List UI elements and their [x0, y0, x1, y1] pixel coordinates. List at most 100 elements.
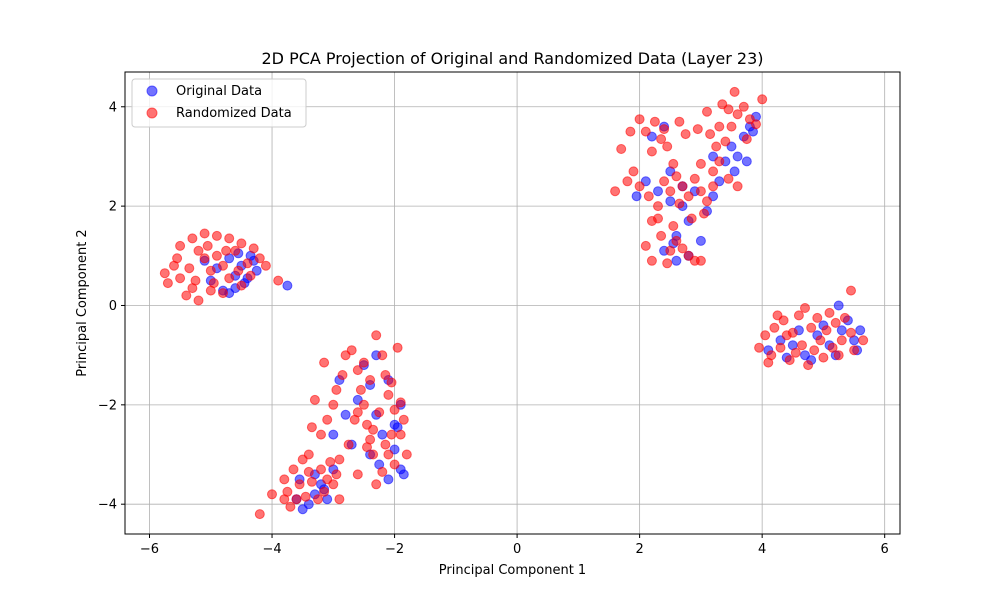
legend-box [131, 78, 307, 128]
data-point [273, 275, 284, 286]
data-point [187, 233, 198, 244]
data-point [695, 235, 706, 246]
data-point [358, 357, 369, 368]
data-point [763, 357, 774, 368]
data-point [254, 509, 265, 520]
data-point [211, 230, 222, 241]
data-point [754, 342, 765, 353]
data-point [671, 255, 682, 266]
x-tick-label: 6 [881, 542, 889, 557]
data-point [279, 474, 290, 485]
legend-label-original: Original Data [176, 84, 262, 99]
data-point [306, 476, 317, 487]
data-point [300, 491, 311, 502]
data-point [830, 317, 841, 328]
data-point [303, 466, 314, 477]
data-point [858, 335, 869, 346]
data-point [233, 265, 244, 276]
x-tick-label: −6 [140, 542, 159, 557]
y-tick-label: −4 [98, 498, 117, 513]
data-point [389, 459, 400, 470]
data-point [640, 126, 651, 137]
data-point [800, 303, 810, 313]
legend-label-randomized: Randomized Data [176, 106, 292, 121]
data-point [732, 109, 743, 120]
data-point [662, 258, 673, 269]
data-point [267, 489, 277, 500]
data-point [334, 494, 345, 505]
data-point [398, 414, 409, 425]
x-tick-label: 0 [513, 542, 521, 557]
data-point [803, 360, 814, 371]
data-point [159, 268, 170, 279]
data-point [169, 260, 179, 271]
data-point [184, 263, 195, 274]
data-point [208, 278, 219, 289]
data-point [371, 330, 382, 341]
data-point [374, 407, 385, 418]
data-point [331, 384, 342, 395]
data-point [242, 258, 253, 269]
data-point [199, 253, 210, 264]
y-axis: −4 −2 0 2 4 [98, 100, 125, 513]
data-point [649, 116, 660, 127]
x-axis: −6 −4 −2 0 2 4 6 [140, 534, 889, 557]
data-point [248, 243, 259, 254]
data-point [358, 399, 369, 410]
data-point [352, 407, 363, 418]
data-point [325, 457, 336, 467]
y-tick-label: −2 [98, 398, 117, 413]
data-point [162, 278, 173, 289]
data-points [159, 86, 869, 520]
data-point [821, 325, 832, 336]
data-point [674, 116, 685, 127]
data-point [362, 442, 372, 453]
data-point [383, 449, 394, 460]
data-point [610, 186, 621, 197]
grid [125, 72, 900, 534]
y-tick-label: 4 [109, 100, 117, 115]
data-point [702, 106, 712, 117]
data-point [328, 479, 339, 490]
data-point [646, 255, 657, 266]
data-point [218, 288, 228, 299]
data-point [616, 144, 627, 154]
data-point [319, 486, 330, 497]
data-point [665, 245, 676, 256]
data-point [401, 449, 412, 460]
data-point [769, 322, 780, 333]
data-point [708, 181, 719, 192]
data-point [236, 238, 247, 249]
data-point [640, 240, 651, 251]
data-point [686, 213, 697, 224]
data-point [352, 469, 363, 480]
data-point [230, 245, 241, 256]
data-point [306, 422, 317, 433]
data-point [839, 312, 850, 323]
data-point [836, 325, 847, 336]
data-point [720, 136, 731, 147]
data-point [695, 158, 706, 169]
x-tick-label: 4 [758, 542, 766, 557]
data-point [316, 464, 326, 475]
data-point [628, 166, 639, 177]
data-point [793, 310, 804, 321]
chart-title: 2D PCA Projection of Original and Random… [261, 49, 763, 68]
legend: Original Data Randomized Data [131, 78, 307, 128]
data-point [849, 345, 860, 356]
legend-marker-randomized [146, 107, 158, 119]
data-point [683, 191, 694, 202]
data-point [328, 399, 339, 410]
data-point [827, 342, 838, 353]
data-point [855, 325, 866, 336]
data-point [784, 355, 795, 366]
data-point [343, 439, 354, 450]
data-point [221, 245, 232, 256]
data-point [285, 501, 296, 512]
data-point [695, 255, 706, 266]
series-randomized [159, 86, 869, 520]
data-point [205, 265, 216, 276]
data-point [303, 449, 314, 460]
